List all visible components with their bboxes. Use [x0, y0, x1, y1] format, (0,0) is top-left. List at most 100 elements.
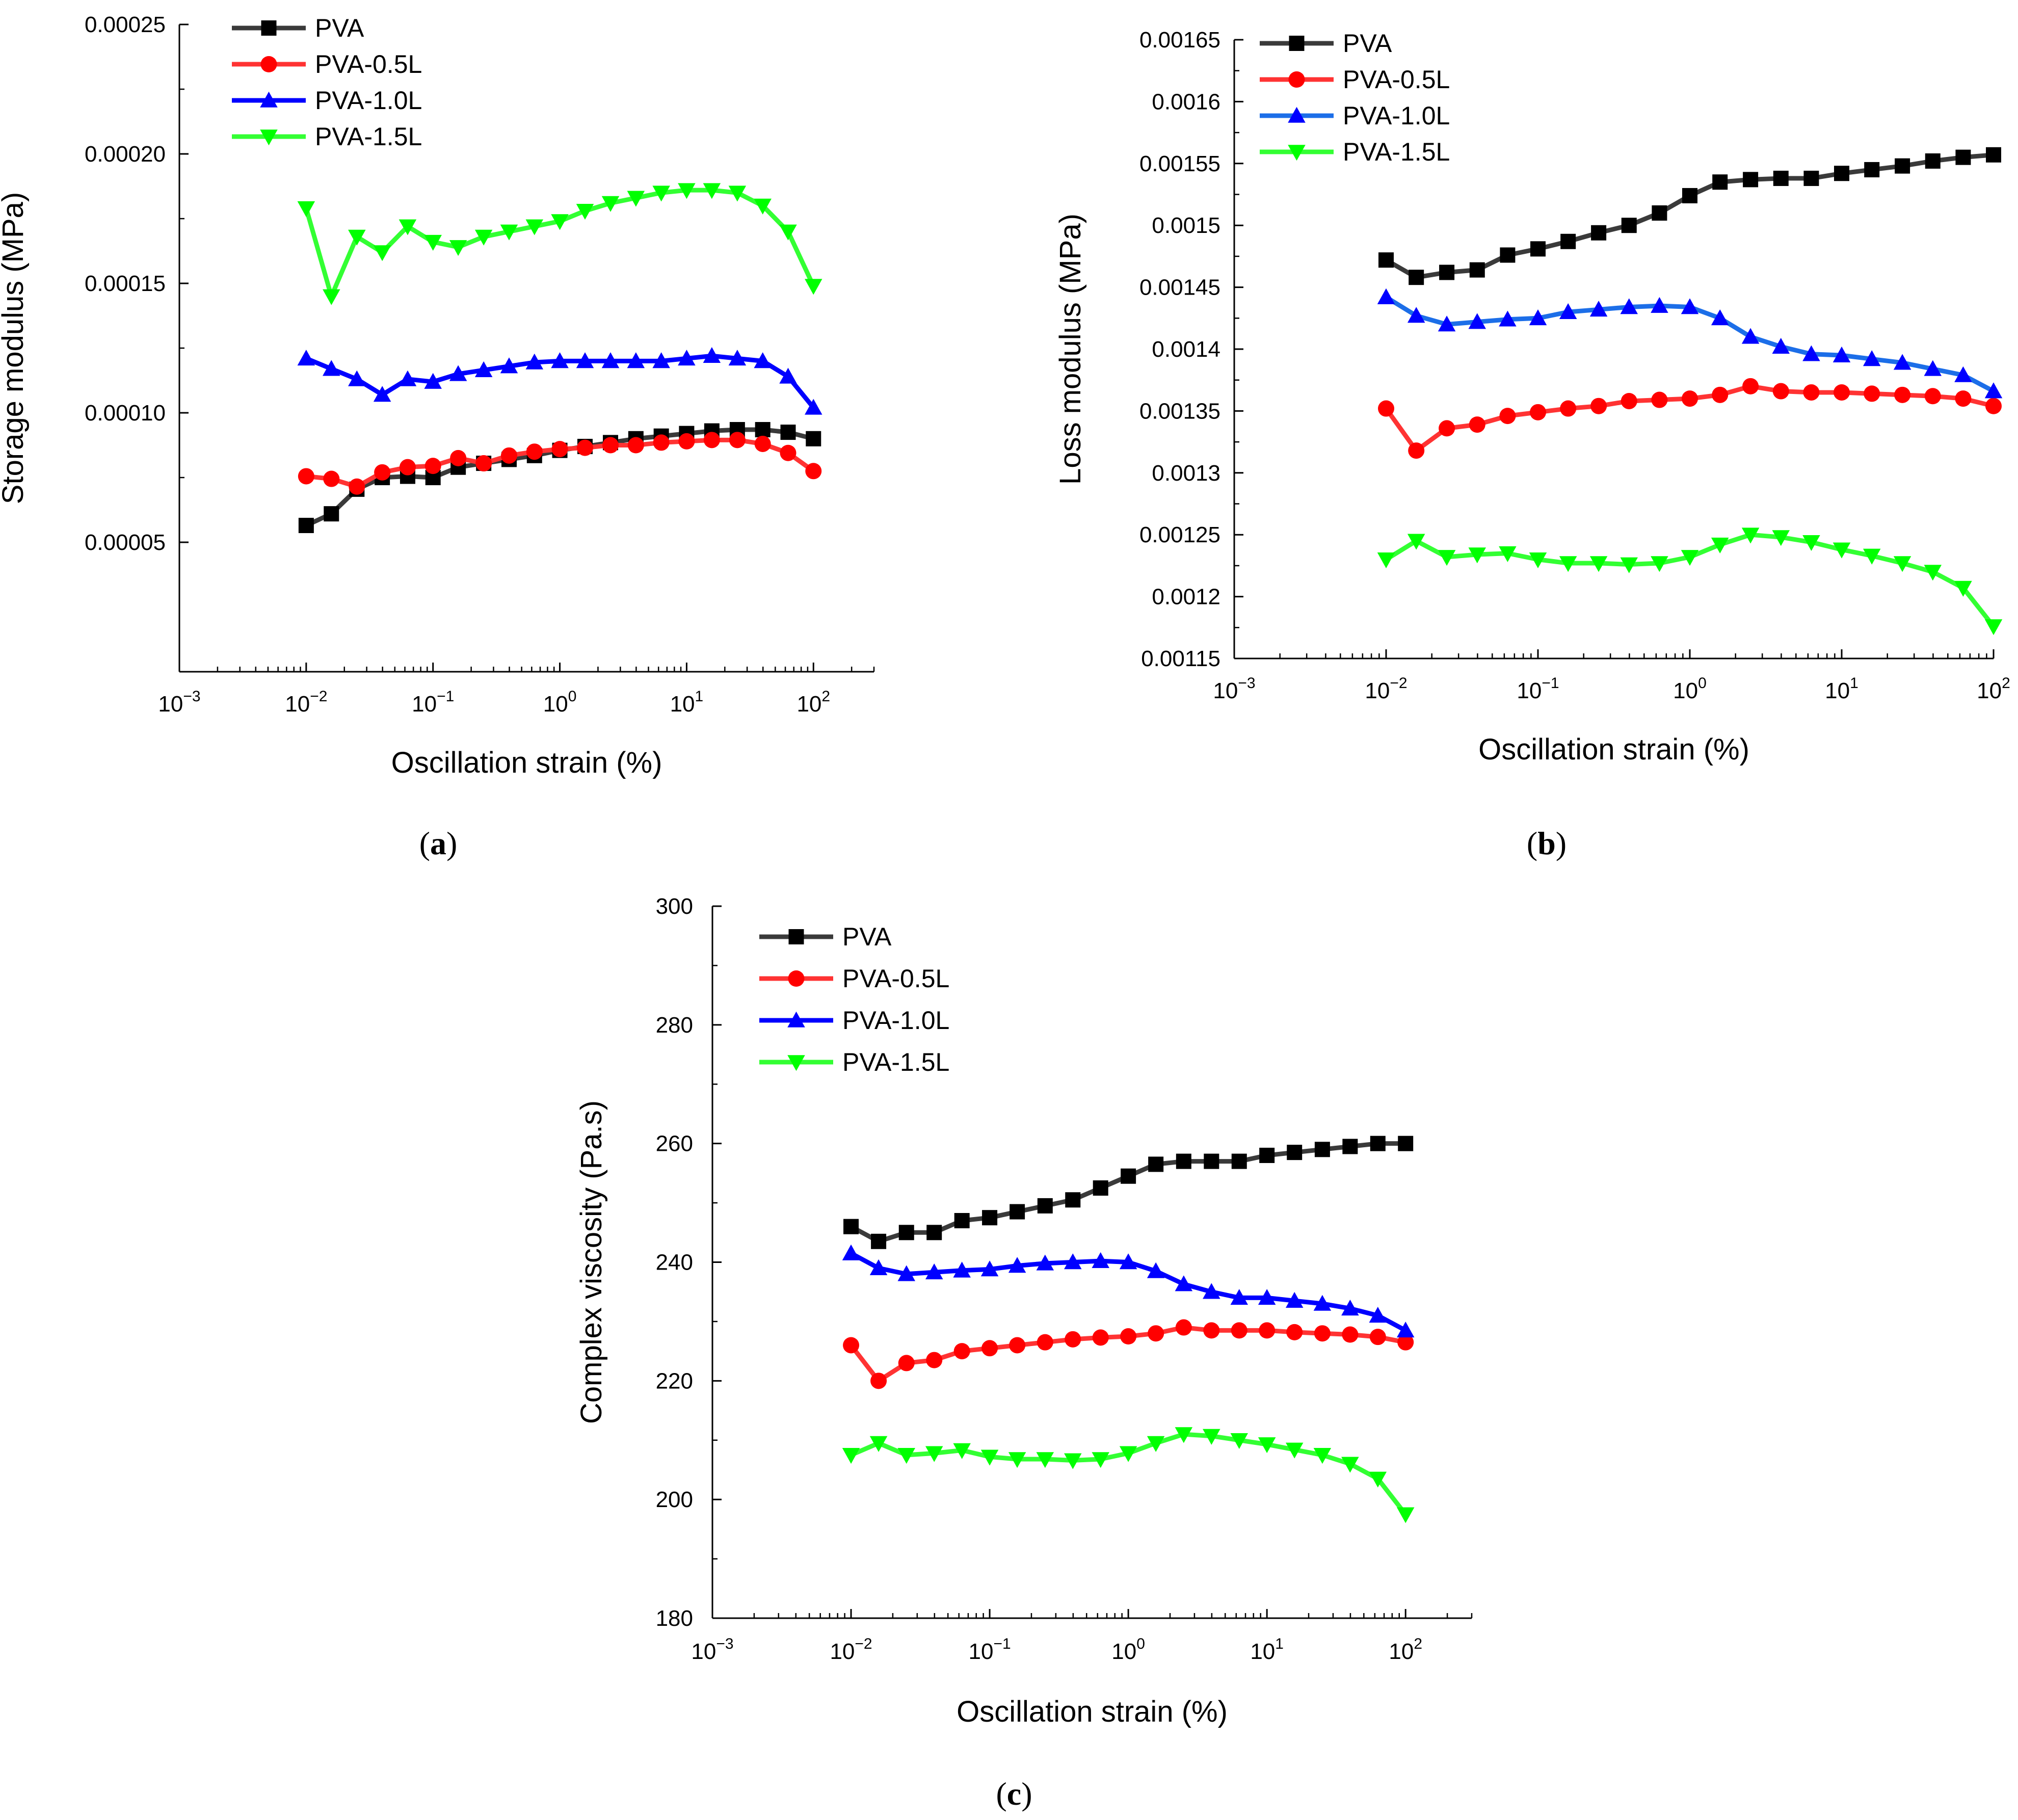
- legend-label: PVA: [1343, 29, 1392, 58]
- data-point: [1037, 1334, 1053, 1351]
- legend-label: PVA-0.5L: [842, 964, 949, 993]
- data-point: [703, 183, 721, 199]
- data-point: [1803, 170, 1819, 186]
- data-point: [297, 201, 315, 217]
- data-point: [399, 219, 417, 235]
- data-point: [1893, 354, 1911, 370]
- data-point: [1955, 149, 1971, 165]
- data-point: [1772, 530, 1790, 546]
- data-point: [1010, 1204, 1025, 1220]
- series-PVA-1.5L: [297, 183, 822, 305]
- data-point: [1802, 535, 1820, 551]
- data-point: [1203, 1429, 1220, 1445]
- data-point: [576, 352, 594, 368]
- data-point: [897, 1265, 916, 1281]
- data-point: [475, 455, 492, 472]
- data-point: [1621, 392, 1637, 409]
- panel-a-storage-modulus-chart: 0.00005 0.00010 0.00015 0.00020 0.00025 10−3 1…: [0, 12, 875, 861]
- data-point: [1008, 1452, 1026, 1468]
- data-point: [1378, 252, 1394, 268]
- data-point: [980, 1449, 999, 1466]
- data-point: [925, 1446, 943, 1462]
- x-tick-label: 10−3: [1213, 675, 1255, 703]
- data-point: [1681, 298, 1699, 314]
- data-point: [1313, 1448, 1332, 1464]
- y-tick-label: 0.0013: [1152, 461, 1220, 486]
- data-point: [627, 191, 645, 207]
- data-point: [1439, 420, 1455, 437]
- data-point: [1863, 548, 1881, 565]
- data-point: [1231, 1153, 1247, 1169]
- y-tick-label: 0.00125: [1139, 522, 1220, 547]
- data-point: [1230, 1433, 1249, 1449]
- data-point: [1204, 1153, 1219, 1169]
- y-tick-label: 0.00025: [85, 12, 166, 37]
- data-point: [1439, 265, 1455, 280]
- data-point: [1893, 556, 1911, 572]
- legend-label: PVA-1.0L: [315, 86, 422, 115]
- data-point: [805, 463, 822, 480]
- data-point: [842, 1244, 860, 1260]
- data-point: [754, 198, 772, 215]
- data-point: [1620, 298, 1638, 314]
- data-point: [1834, 166, 1849, 181]
- data-point: [399, 370, 417, 386]
- data-point: [1802, 345, 1820, 361]
- y-tick-label: 0.0016: [1152, 89, 1220, 114]
- data-point: [953, 1261, 971, 1278]
- data-point: [1341, 1457, 1359, 1473]
- data-point: [474, 361, 493, 377]
- series-PVA-1.5L: [1377, 527, 2003, 636]
- panel-b-loss-modulus-chart: 0.00115 0.0012 0.00125 0.0013 0.00135 0.0014 0…: [1054, 28, 2010, 861]
- legend-marker: [1288, 145, 1306, 161]
- legend-label: PVA-1.5L: [315, 122, 422, 151]
- data-point: [1396, 1507, 1415, 1523]
- legend-label: PVA-1.0L: [1343, 101, 1450, 130]
- data-point: [1833, 542, 1851, 559]
- data-point: [780, 444, 796, 461]
- data-point: [1589, 301, 1608, 317]
- data-point: [298, 517, 314, 533]
- data-point: [323, 289, 340, 305]
- data-point: [1285, 1291, 1304, 1308]
- data-point: [1286, 1324, 1303, 1340]
- data-point: [1378, 400, 1394, 417]
- data-point: [842, 1448, 860, 1464]
- legend-marker: [260, 91, 278, 108]
- legend-marker: [1288, 71, 1305, 88]
- data-point: [1147, 1262, 1165, 1278]
- data-point: [1121, 1168, 1136, 1184]
- data-point: [323, 360, 340, 376]
- data-point: [601, 352, 620, 368]
- data-point: [1924, 565, 1942, 581]
- series-PVA: [843, 1136, 1414, 1249]
- data-point: [652, 352, 670, 368]
- y-tick-label: 0.00165: [1139, 28, 1220, 52]
- data-point: [1408, 442, 1425, 459]
- legend-marker: [261, 20, 277, 36]
- data-point: [728, 350, 747, 366]
- data-point: [1651, 391, 1668, 408]
- data-point: [1065, 1331, 1081, 1348]
- data-point: [324, 506, 339, 522]
- legend-label: PVA-1.5L: [842, 1048, 949, 1076]
- data-point: [1530, 404, 1546, 420]
- data-point: [1499, 310, 1517, 327]
- data-point: [1008, 1257, 1026, 1273]
- legend-label: PVA-1.0L: [842, 1006, 949, 1035]
- x-tick-label: 100: [1673, 675, 1707, 703]
- data-point: [653, 434, 670, 451]
- data-point: [500, 357, 518, 374]
- data-point: [1285, 1442, 1304, 1459]
- data-point: [1287, 1145, 1303, 1160]
- data-point: [1712, 386, 1729, 403]
- data-point: [1986, 147, 2001, 163]
- data-point: [1438, 550, 1456, 566]
- data-point: [551, 441, 568, 458]
- data-point: [1203, 1283, 1220, 1299]
- y-tick-label: 0.00005: [85, 530, 166, 555]
- x-tick-label: 10−3: [158, 688, 200, 717]
- data-point: [843, 1337, 860, 1354]
- data-point: [1342, 1139, 1358, 1154]
- series-PVA-0.5L: [1378, 378, 2002, 459]
